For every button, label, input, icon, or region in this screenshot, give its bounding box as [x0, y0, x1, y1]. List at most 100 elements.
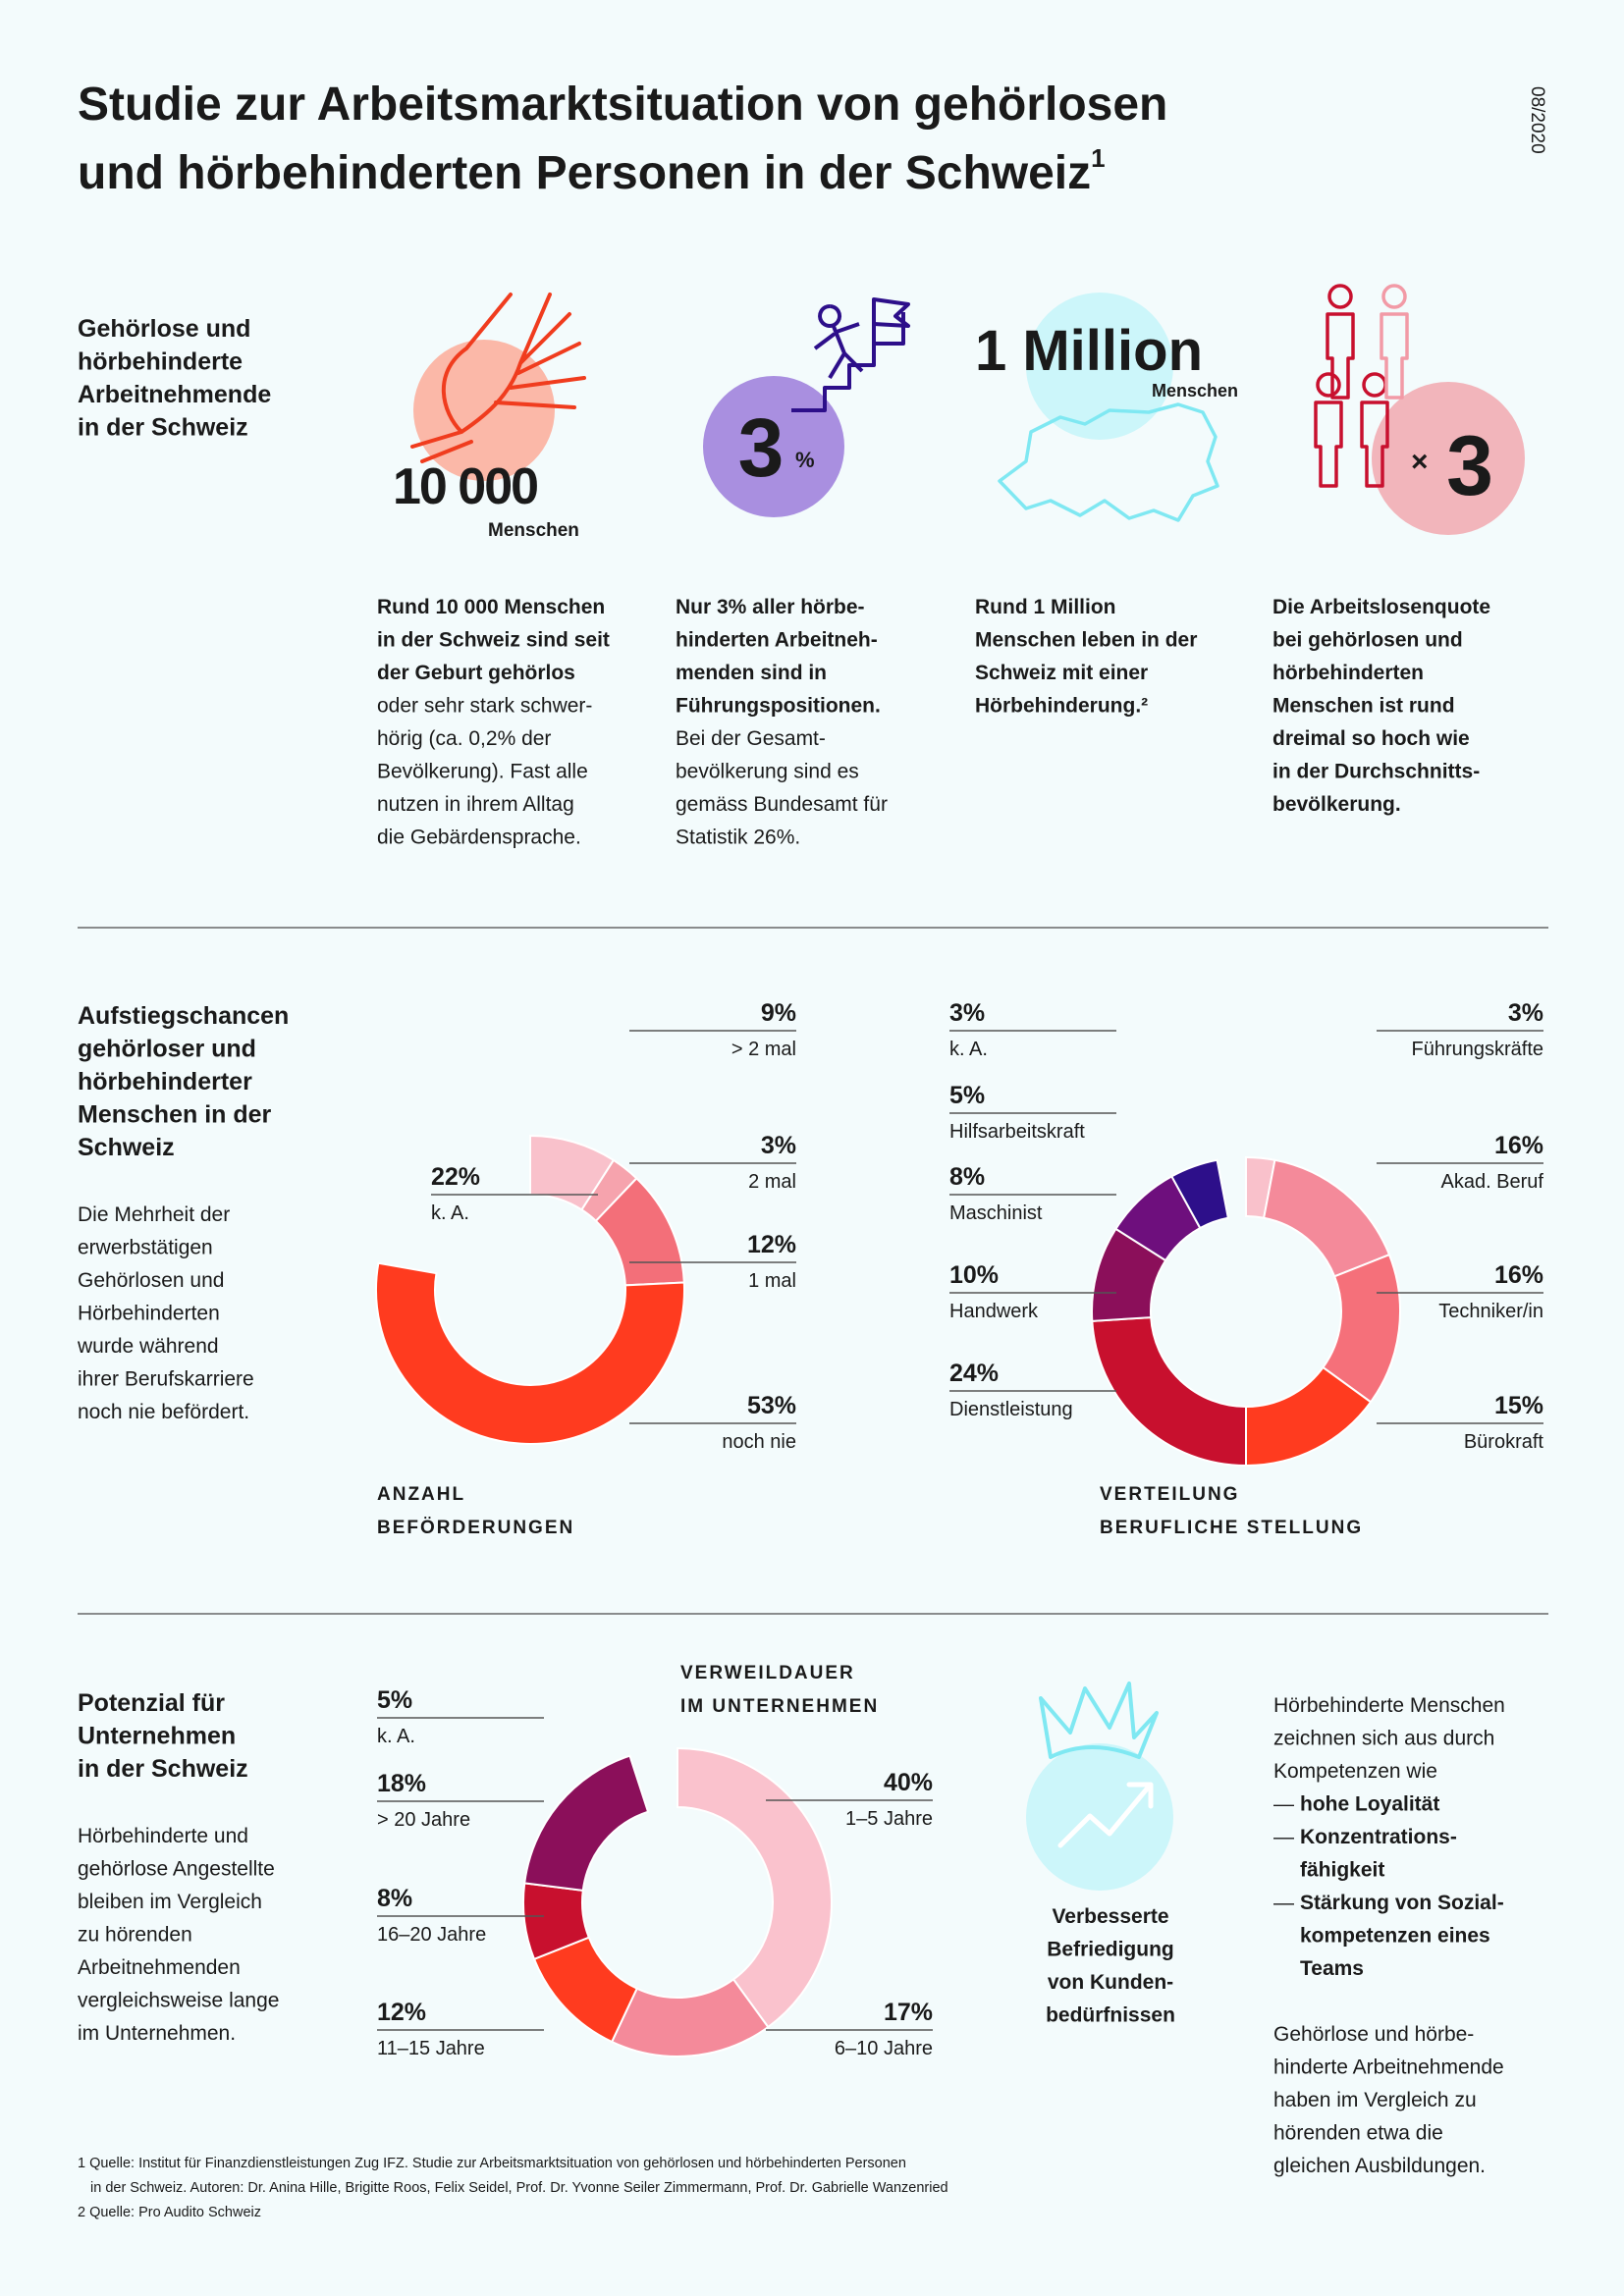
value-label: 8% [949, 1163, 985, 1191]
section-text: noch nie befördert. [78, 1401, 249, 1423]
section-text: ihrer Berufskarriere [78, 1368, 254, 1391]
fact-highlight: menden sind in [676, 662, 827, 684]
right-text: hörenden etwa die [1273, 2122, 1443, 2145]
chart-title: VERTEILUNG [1100, 1484, 1239, 1505]
fact-highlight: Führungspositionen. [676, 695, 881, 718]
icon-circle [1372, 382, 1525, 535]
category-label: Dienstleistung [949, 1399, 1073, 1420]
right-text: zeichnen sich aus durch [1273, 1728, 1494, 1750]
fact-highlight: Rund 1 Million [975, 596, 1115, 618]
fact-highlight: hinderten Arbeitneh- [676, 629, 878, 652]
category-label: noch nie [722, 1431, 796, 1453]
section-heading: Aufstiegschancen [78, 1002, 289, 1030]
benefit-text: Befriedigung [1047, 1939, 1174, 1961]
section-heading: gehörloser und [78, 1036, 256, 1063]
category-label: 6–10 Jahre [835, 2038, 933, 2059]
footnote: in der Schweiz. Autoren: Dr. Anina Hille… [90, 2180, 948, 2196]
fact-highlight: der Geburt gehörlos [377, 662, 575, 684]
value-label: 22% [431, 1163, 480, 1191]
title: Studie zur Arbeitsmarktsituation von geh… [78, 79, 1167, 131]
section-text: gehörlose Angestellte [78, 1858, 275, 1881]
benefit-text: von Kunden- [1048, 1971, 1173, 1994]
title-text: und hörbehinderten Personen in der Schwe… [78, 147, 1091, 199]
value-label: 9% [761, 999, 796, 1027]
fact-number: 3 [738, 401, 785, 494]
category-label: 16–20 Jahre [377, 1924, 486, 1946]
category-label: Hilfsarbeitskraft [949, 1121, 1085, 1143]
donut-segment [1091, 1316, 1247, 1468]
fact-highlight: Rund 10 000 Menschen [377, 596, 605, 618]
category-label: k. A. [431, 1202, 469, 1224]
list-item: Teams [1300, 1957, 1364, 1980]
list-item: fähigkeit [1300, 1859, 1384, 1882]
chart-title: BERUFLICHE STELLUNG [1100, 1518, 1363, 1538]
chart-title: ANZAHL [377, 1484, 465, 1505]
benefit-text: Verbesserte [1052, 1905, 1168, 1928]
fact-highlight: hörbehinderten [1272, 662, 1424, 684]
fact-text: gemäss Bundesamt für [676, 793, 888, 816]
fact-highlight: bevölkerung. [1272, 793, 1401, 816]
value-label: 16% [1494, 1132, 1543, 1159]
section-text: Arbeitnehmenden [78, 1956, 241, 1979]
fact-unit: Menschen [1152, 381, 1238, 400]
fact-highlight: Schweiz mit einer [975, 662, 1148, 684]
section-heading: Arbeitnehmende [78, 381, 271, 408]
value-label: 3% [761, 1132, 796, 1159]
crown-icon [1039, 1682, 1159, 1759]
fact-text: hörig (ca. 0,2% der [377, 727, 551, 750]
category-label: k. A. [949, 1039, 988, 1060]
section-text: Hörbehinderten [78, 1303, 220, 1325]
section-text: Die Mehrheit der [78, 1203, 230, 1226]
benefit-text: bedürfnissen [1046, 2004, 1175, 2027]
fact-highlight: Nur 3% aller hörbe- [676, 596, 865, 618]
fact-number: 10 000 [393, 458, 537, 515]
list-item: Konzentrations- [1300, 1826, 1457, 1848]
section-text: erwerbstätigen [78, 1237, 213, 1259]
fact-text: Bei der Gesamt- [676, 727, 826, 750]
donut-segment [375, 1261, 685, 1445]
bullet: — [1273, 1793, 1294, 1816]
chart-title: IM UNTERNEHMEN [680, 1696, 879, 1717]
bullet: — [1273, 1892, 1294, 1914]
section-text: Hörbehinderte und [78, 1825, 248, 1847]
footnote: 2 Quelle: Pro Audito Schweiz [78, 2205, 261, 2220]
section-heading: Gehörlose und [78, 315, 250, 343]
chart-title: VERWEILDAUER [680, 1663, 855, 1683]
fact-text: bevölkerung sind es [676, 761, 859, 783]
fact-text: Statistik 26%. [676, 827, 800, 849]
list-item: hohe Loyalität [1300, 1793, 1439, 1816]
title: und hörbehinderten Personen in der Schwe… [78, 143, 1106, 199]
section-text: Gehörlosen und [78, 1269, 224, 1292]
fact-text: nutzen in ihrem Alltag [377, 793, 574, 816]
value-label: 15% [1494, 1392, 1543, 1419]
section-text: bleiben im Vergleich [78, 1891, 262, 1913]
category-label: 1–5 Jahre [845, 1808, 933, 1830]
right-text: hinderte Arbeitnehmende [1273, 2056, 1504, 2079]
section-text: zu hörenden [78, 1924, 192, 1947]
right-text: Gehörlose und hörbe- [1273, 2023, 1474, 2046]
fact-number: 1 Million [975, 319, 1203, 383]
value-label: 18% [377, 1770, 426, 1797]
fact-highlight: Menschen leben in der [975, 629, 1197, 652]
fact-highlight: bei gehörlosen und [1272, 629, 1463, 652]
value-label: 40% [884, 1769, 933, 1796]
people-icon [1314, 284, 1409, 488]
value-label: 12% [377, 1999, 426, 2026]
value-label: 3% [949, 999, 985, 1027]
category-label: Führungskräfte [1411, 1039, 1543, 1060]
right-text: Hörbehinderte Menschen [1273, 1694, 1505, 1717]
section-text: vergleichsweise lange [78, 1990, 279, 2012]
value-label: 8% [377, 1885, 412, 1912]
hand-icon [410, 293, 586, 463]
fact-unit: × [1411, 446, 1429, 478]
category-label: Bürokraft [1464, 1431, 1544, 1453]
fact-highlight: dreimal so hoch wie [1272, 727, 1470, 750]
section-heading: Potenzial für [78, 1689, 225, 1717]
value-label: 24% [949, 1360, 999, 1387]
category-label: 2 mal [748, 1171, 796, 1193]
category-label: > 2 mal [731, 1039, 796, 1060]
growth-arrow [1057, 1782, 1154, 1848]
bullet: — [1273, 1826, 1294, 1848]
